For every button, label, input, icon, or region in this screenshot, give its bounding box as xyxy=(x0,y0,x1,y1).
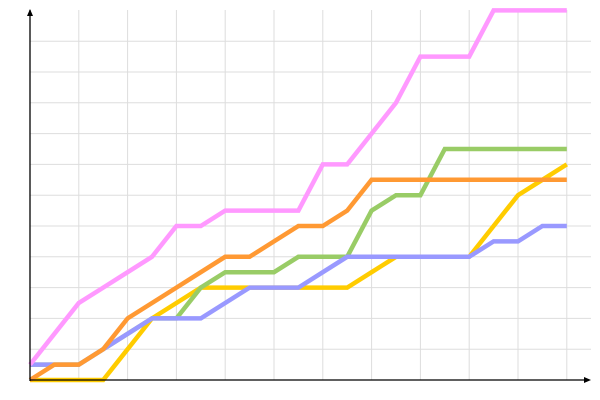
series-line-1 xyxy=(30,162,569,383)
series-line-3 xyxy=(30,223,567,367)
y-axis-arrow-icon xyxy=(27,9,33,16)
grid xyxy=(30,10,591,380)
axes xyxy=(27,9,591,383)
series-line-5 xyxy=(28,8,567,366)
series-line-4 xyxy=(28,177,567,382)
x-axis-arrow-icon xyxy=(584,377,591,383)
series-lines xyxy=(28,8,569,383)
